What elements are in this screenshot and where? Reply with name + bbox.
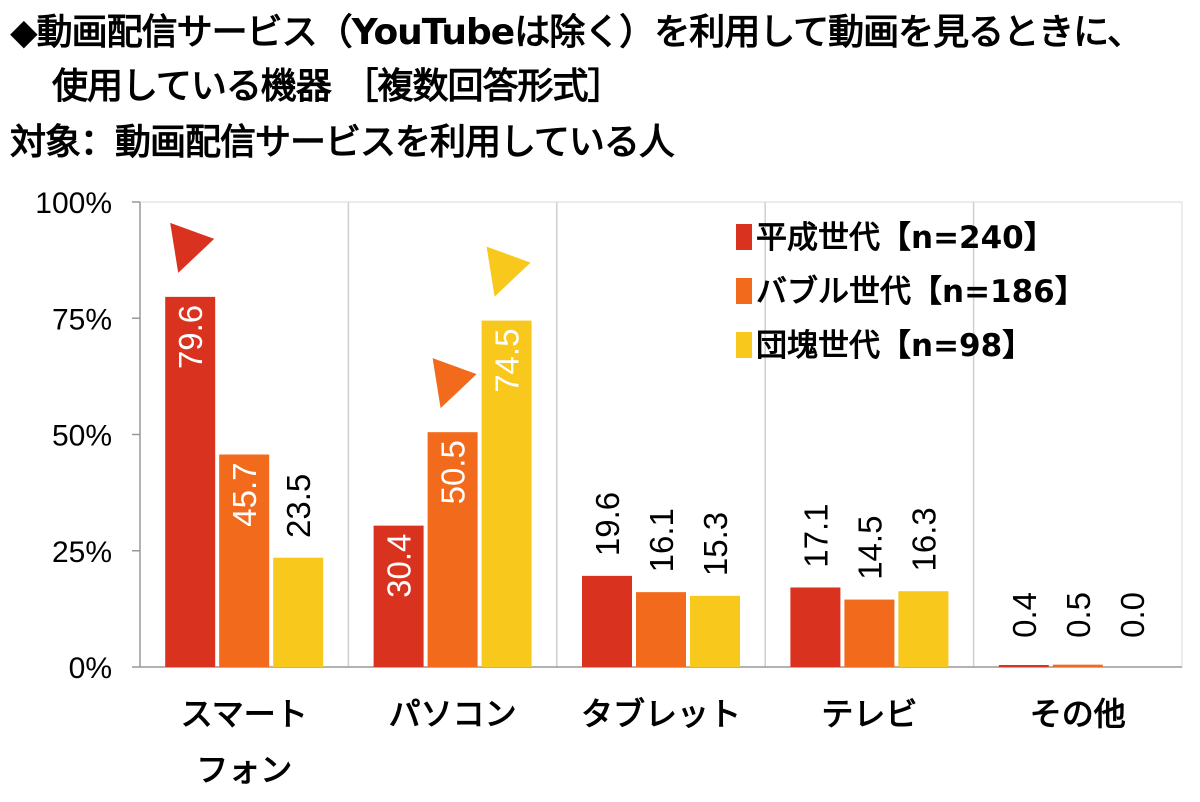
bar xyxy=(998,665,1049,667)
category-label: その他 xyxy=(1030,695,1126,733)
chart-title-line-1: ◆動画配信サービス（YouTubeは除く）を利用して動画を見るときに、 xyxy=(10,12,1143,53)
bar xyxy=(636,592,686,667)
category-label: パソコン xyxy=(389,695,517,733)
legend-swatch xyxy=(736,332,752,358)
bar xyxy=(219,454,270,667)
bar-value-label: 19.6 xyxy=(589,492,626,556)
category-label: テレビ xyxy=(821,695,917,733)
bar xyxy=(844,599,895,667)
category-label: タブレット xyxy=(581,695,741,733)
bar-value-label: 16.1 xyxy=(643,508,680,572)
bar-value-label: 74.5 xyxy=(489,329,526,393)
bar-value-label: 23.5 xyxy=(280,474,317,538)
bar-value-label: 17.1 xyxy=(797,503,834,567)
bar xyxy=(790,587,841,667)
y-tick-label: 75% xyxy=(52,303,112,336)
bar xyxy=(582,575,632,667)
bar xyxy=(481,320,532,667)
legend-swatch xyxy=(736,224,752,250)
bar xyxy=(165,296,216,667)
y-tick-label: 100% xyxy=(35,187,112,220)
highlight-arrow-marker xyxy=(432,358,477,409)
highlight-arrow-marker xyxy=(486,246,531,297)
bar-value-label: 79.6 xyxy=(172,305,209,369)
bar xyxy=(690,595,740,667)
bar-value-label: 15.3 xyxy=(697,512,734,576)
category-label: フォン xyxy=(196,751,292,789)
bar-value-label: 16.3 xyxy=(905,507,942,571)
category-label: スマート xyxy=(181,695,308,733)
legend-label: 平成世代【n=240】 xyxy=(756,220,1055,256)
bar-value-label: 0.5 xyxy=(1060,592,1097,638)
bar-value-label: 50.5 xyxy=(435,440,472,504)
bar xyxy=(898,591,949,667)
highlight-arrow-marker xyxy=(170,222,215,273)
bar-value-label: 14.5 xyxy=(851,516,888,580)
bar xyxy=(273,557,324,667)
bar xyxy=(373,525,424,667)
y-tick-label: 0% xyxy=(69,652,112,685)
legend-label: バブル世代【n=186】 xyxy=(756,274,1086,310)
legend-swatch xyxy=(736,278,752,304)
bar-value-label: 0.4 xyxy=(1006,592,1043,638)
y-tick-label: 25% xyxy=(52,536,112,569)
bar-value-label: 30.4 xyxy=(381,534,418,598)
bar xyxy=(1052,664,1103,667)
chart-title-line-2: 使用している機器 ［複数回答形式］ xyxy=(52,66,623,107)
bar-value-label: 0.0 xyxy=(1114,592,1151,638)
bar xyxy=(427,432,478,667)
bar-value-label: 45.7 xyxy=(226,462,263,526)
y-tick-label: 50% xyxy=(52,420,112,453)
chart-subtitle-target: 対象：動画配信サービスを利用している人 xyxy=(10,122,675,163)
legend-label: 団塊世代【n=98】 xyxy=(756,328,1033,364)
